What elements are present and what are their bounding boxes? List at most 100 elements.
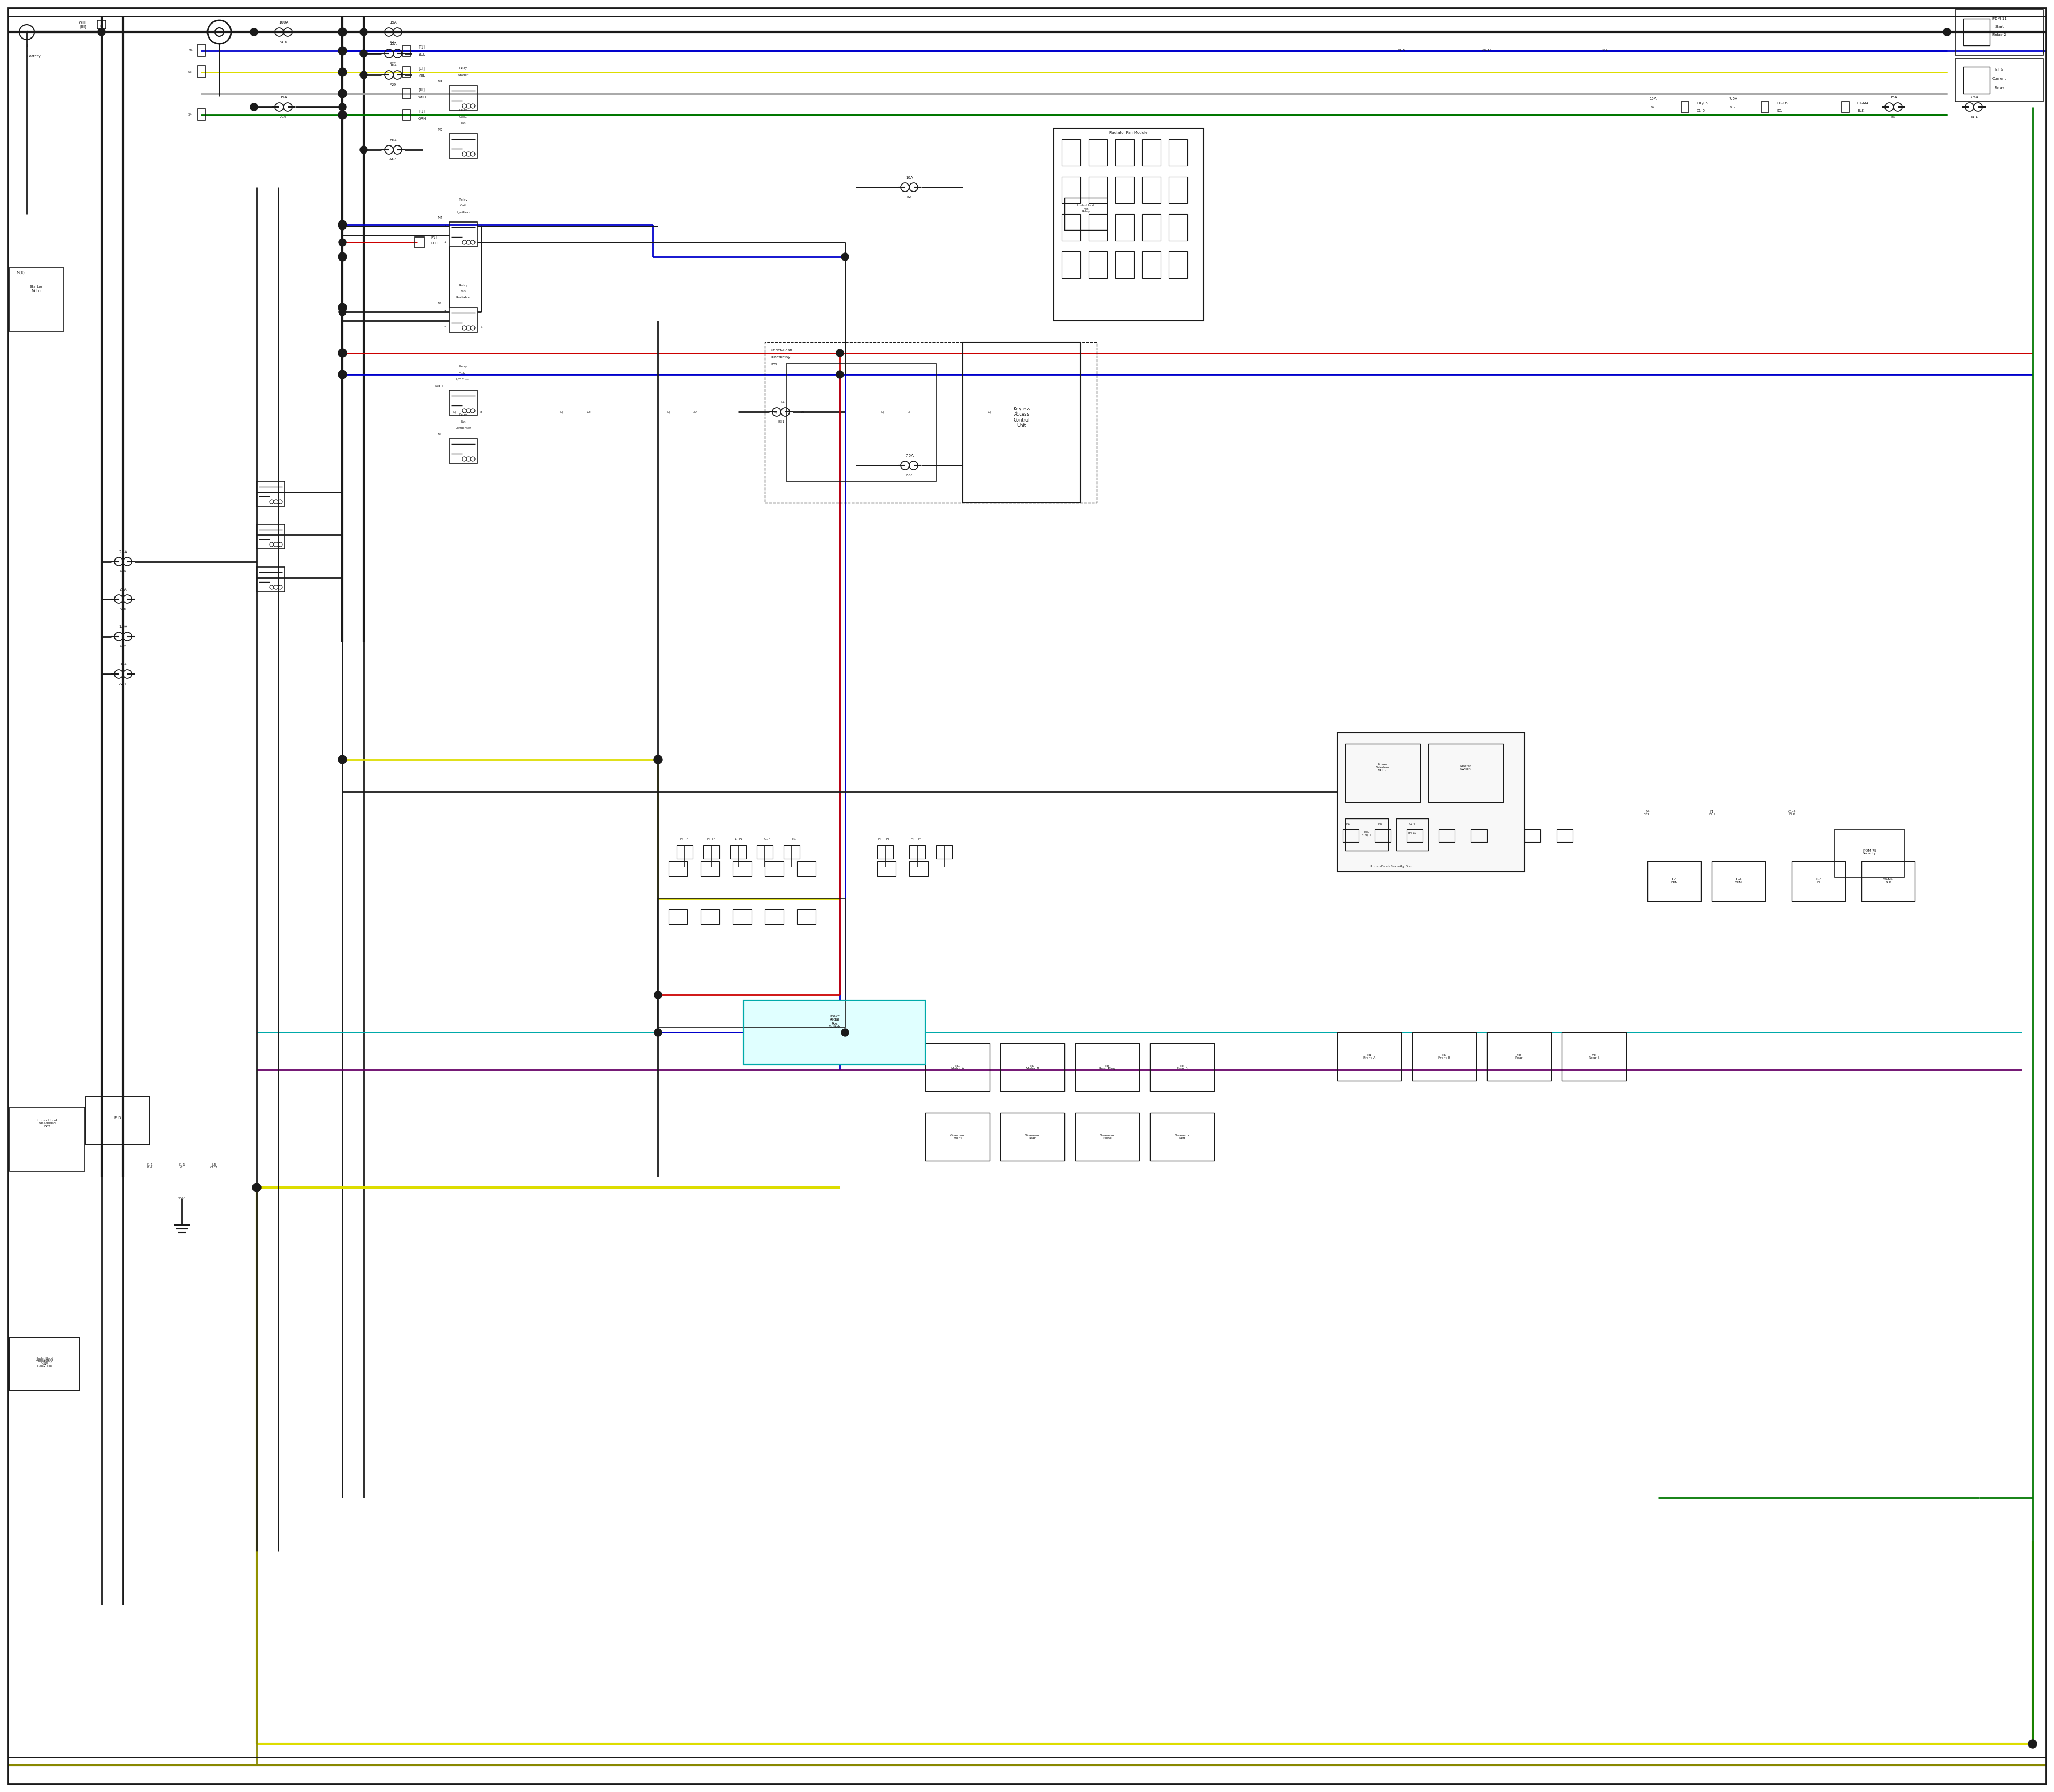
Text: M10: M10 <box>435 385 444 387</box>
Text: C1-5: C1-5 <box>1397 50 1405 52</box>
Bar <box>1471 830 1487 842</box>
Circle shape <box>653 991 661 998</box>
Bar <box>1169 213 1187 240</box>
Bar <box>785 846 799 858</box>
Text: F4: F4 <box>910 837 914 840</box>
Text: 12: 12 <box>585 410 589 414</box>
Bar <box>1150 1043 1214 1091</box>
Text: Under Hood
Fuse/
Relay Box: Under Hood Fuse/ Relay Box <box>35 1358 53 1367</box>
Bar <box>1089 140 1107 167</box>
Bar <box>403 66 411 77</box>
Text: WHT: WHT <box>78 22 86 23</box>
Text: 8: 8 <box>481 410 483 414</box>
Bar <box>1074 1113 1140 1161</box>
Circle shape <box>339 756 345 763</box>
Bar <box>657 898 844 1027</box>
Text: M3
Rear: M3 Rear <box>1516 1054 1522 1059</box>
Text: S4: S4 <box>189 113 193 116</box>
Text: 100A: 100A <box>279 22 288 23</box>
Text: 29: 29 <box>694 410 698 414</box>
Text: A2-6: A2-6 <box>119 683 127 685</box>
Text: 1: 1 <box>25 43 29 47</box>
Bar <box>700 862 719 876</box>
Text: P4: P4 <box>680 837 684 840</box>
Text: D|: D| <box>668 410 670 414</box>
Text: 1.5A: 1.5A <box>119 625 127 629</box>
Bar <box>1842 102 1849 113</box>
Text: Ignition: Ignition <box>456 211 470 213</box>
Bar <box>877 862 896 876</box>
Text: P4: P4 <box>707 837 711 840</box>
Text: 20A: 20A <box>119 588 127 591</box>
Text: 15A: 15A <box>390 43 396 45</box>
Bar <box>1062 213 1080 240</box>
Circle shape <box>339 47 345 54</box>
Bar <box>702 846 719 858</box>
Circle shape <box>653 754 661 763</box>
Text: C/AIC: C/AIC <box>460 115 466 118</box>
Bar <box>910 846 926 858</box>
Circle shape <box>339 308 345 315</box>
Bar <box>1064 197 1107 229</box>
Text: IPDM-75
Security: IPDM-75 Security <box>1863 849 1877 855</box>
Text: Brake
Pedal
Pos
Switch: Brake Pedal Pos Switch <box>828 1014 840 1029</box>
Text: Starter
Motor: Starter Motor <box>31 285 43 292</box>
Circle shape <box>653 756 661 763</box>
Text: IL-4
ORN: IL-4 ORN <box>1736 878 1742 883</box>
Text: BT-G: BT-G <box>1994 68 2005 72</box>
Bar <box>1150 1113 1214 1161</box>
Bar <box>1337 733 1524 873</box>
Bar <box>797 909 815 925</box>
Circle shape <box>339 253 347 262</box>
Circle shape <box>339 111 345 118</box>
Text: M5: M5 <box>438 127 444 131</box>
Text: Box: Box <box>770 362 776 366</box>
Circle shape <box>339 349 345 357</box>
Text: A/C Comp: A/C Comp <box>456 378 470 382</box>
Text: IL-8
BL: IL-8 BL <box>1816 878 1822 883</box>
Text: 15A: 15A <box>1602 50 1608 52</box>
Text: 7.5A: 7.5A <box>1729 97 1738 100</box>
Circle shape <box>253 1183 261 1192</box>
Text: B2: B2 <box>908 195 912 199</box>
Text: C1-4: C1-4 <box>1409 823 1415 824</box>
Bar <box>1374 830 1391 842</box>
Text: Relay: Relay <box>1994 86 2005 90</box>
Bar <box>197 109 205 120</box>
Circle shape <box>339 29 345 36</box>
Text: M2
Motor B: M2 Motor B <box>1025 1064 1039 1070</box>
Bar <box>1964 66 1990 93</box>
Bar <box>1487 1032 1551 1081</box>
Text: 3.5
CAFT: 3.5 CAFT <box>210 1163 218 1168</box>
Text: P4: P4 <box>879 837 881 840</box>
Bar <box>86 1097 150 1145</box>
Text: B31: B31 <box>778 419 785 423</box>
Circle shape <box>339 222 345 229</box>
Text: BLU: BLU <box>419 54 425 56</box>
Text: B2: B2 <box>1651 106 1656 108</box>
Text: Fan: Fan <box>460 419 466 423</box>
Text: A26: A26 <box>119 570 125 573</box>
Bar <box>733 909 752 925</box>
Text: M4
Rear B: M4 Rear B <box>1177 1064 1187 1070</box>
Bar <box>257 525 286 548</box>
Text: Condenser: Condenser <box>456 426 470 430</box>
Text: A22: A22 <box>390 61 396 65</box>
Bar <box>1089 213 1107 240</box>
Text: D|: D| <box>881 410 885 414</box>
Text: Under Hood
Fuse/Relay
Box: Under Hood Fuse/Relay Box <box>37 1118 58 1127</box>
Bar <box>450 439 477 464</box>
Text: Relay: Relay <box>460 414 466 416</box>
Bar <box>1000 1113 1064 1161</box>
Bar <box>1054 129 1204 321</box>
Text: Battery: Battery <box>27 54 41 57</box>
Text: 7.5A: 7.5A <box>906 453 914 457</box>
Bar <box>10 267 64 332</box>
Text: A17: A17 <box>119 645 125 647</box>
Text: M(S): M(S) <box>16 271 25 274</box>
Bar <box>1647 862 1701 901</box>
Bar <box>729 846 746 858</box>
Bar <box>764 342 1097 504</box>
Text: M3: M3 <box>438 432 444 435</box>
Bar <box>787 364 937 482</box>
